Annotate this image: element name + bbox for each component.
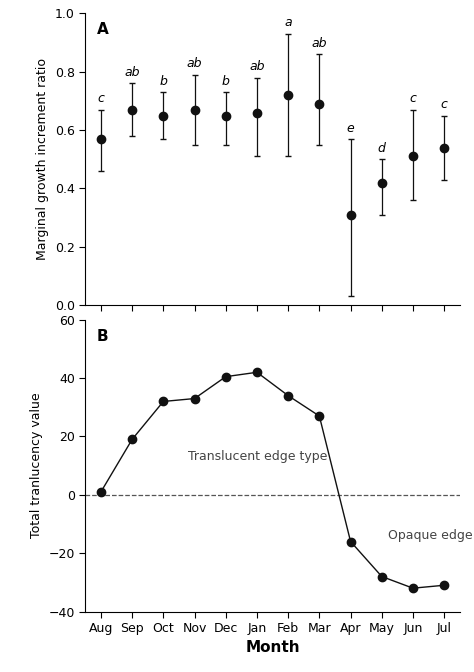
Text: c: c (441, 98, 447, 111)
Y-axis label: Total tranlucency value: Total tranlucency value (30, 393, 43, 538)
Text: ab: ab (124, 66, 140, 79)
Text: e: e (346, 122, 355, 134)
Text: ab: ab (187, 57, 202, 71)
Text: d: d (378, 142, 386, 155)
X-axis label: Month: Month (245, 640, 300, 655)
Y-axis label: Marginal growth increment ratio: Marginal growth increment ratio (36, 58, 49, 260)
Text: ab: ab (249, 60, 264, 73)
Text: a: a (284, 17, 292, 30)
Text: b: b (159, 75, 167, 88)
Text: ab: ab (311, 37, 327, 50)
Text: b: b (222, 75, 230, 88)
Text: Translucent edge type: Translucent edge type (188, 450, 328, 464)
Text: c: c (410, 92, 417, 106)
Text: c: c (98, 92, 104, 106)
Text: A: A (97, 22, 108, 37)
Text: B: B (97, 329, 108, 343)
Text: Opaque edge type: Opaque edge type (388, 529, 474, 542)
